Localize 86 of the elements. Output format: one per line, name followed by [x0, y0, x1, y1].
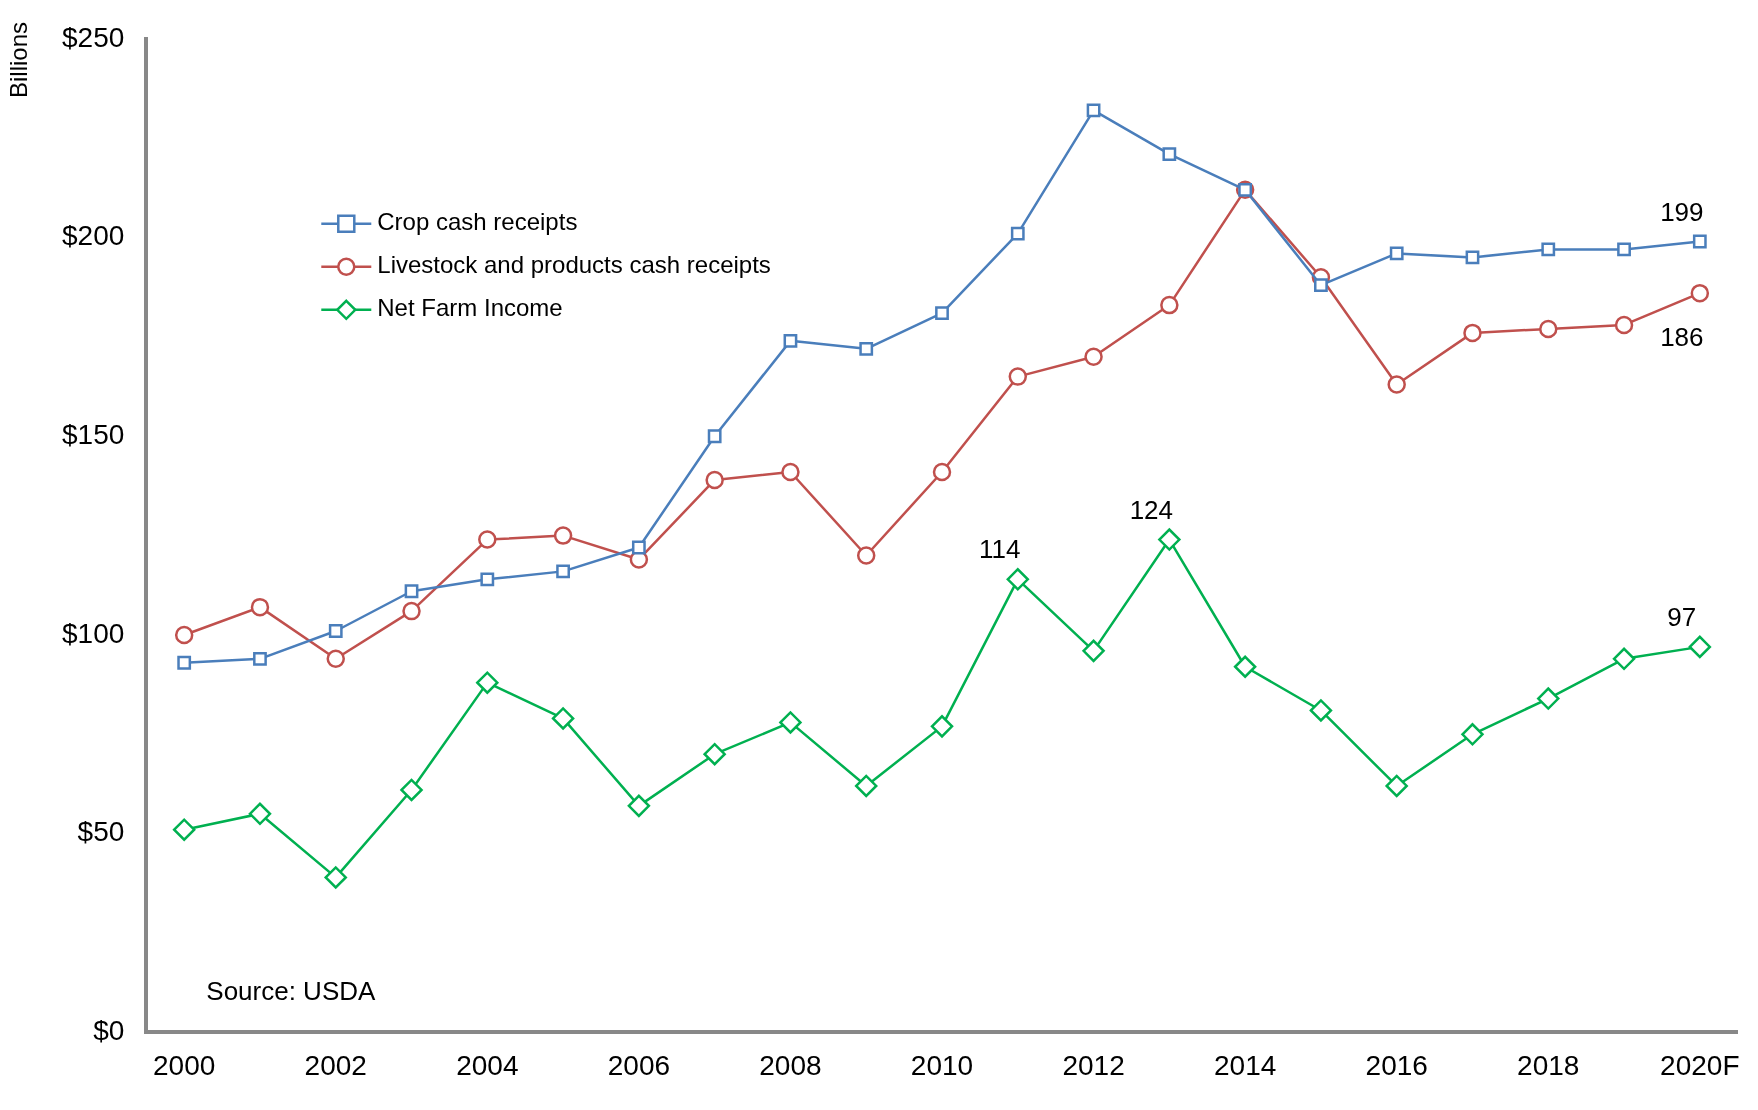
point: [1692, 234, 1707, 249]
point: [248, 802, 272, 826]
y-axis-title: Billions: [4, 21, 32, 99]
x-tick-label: 2008: [759, 1049, 822, 1081]
point: [1084, 347, 1103, 366]
point: [1314, 278, 1328, 293]
data-label: 199: [1660, 196, 1704, 227]
point: [627, 794, 651, 818]
point: [1463, 323, 1482, 343]
x-tick-label: 2020F: [1660, 1049, 1740, 1081]
point: [1160, 295, 1179, 315]
point: [556, 564, 570, 579]
point: [856, 546, 876, 565]
point: [1539, 319, 1558, 339]
point: [1688, 635, 1712, 659]
data-label: 186: [1660, 322, 1704, 353]
point: [1612, 647, 1636, 671]
x-tick-label: 2000: [153, 1049, 216, 1081]
point: [324, 866, 347, 889]
point: [476, 671, 499, 694]
point: [779, 711, 802, 734]
point: [935, 306, 949, 320]
point: [1086, 103, 1101, 118]
point: [1461, 723, 1484, 746]
x-tick-label: 2016: [1365, 1049, 1428, 1081]
point: [328, 624, 343, 638]
x-tick-label: 2018: [1517, 1049, 1580, 1081]
point: [930, 715, 954, 738]
point: [1387, 375, 1406, 394]
annotation: Source: USDA: [206, 975, 377, 1006]
legend-label: Crop cash receipts: [377, 208, 578, 236]
x-tick-label: 2004: [456, 1049, 519, 1081]
point: [1233, 655, 1257, 679]
legend-label: Net Farm Income: [377, 294, 563, 322]
x-tick-label: 2014: [1213, 1049, 1277, 1081]
point: [174, 625, 194, 645]
point: [177, 655, 192, 670]
point: [400, 778, 423, 802]
point: [253, 651, 267, 666]
point: [1541, 242, 1556, 257]
point: [402, 601, 421, 621]
point: [1465, 250, 1480, 265]
point: [1309, 699, 1333, 722]
data-label: 97: [1667, 602, 1697, 633]
point: [1008, 367, 1028, 386]
point: [553, 526, 573, 545]
point: [1158, 528, 1181, 551]
point: [1385, 774, 1408, 798]
point: [703, 742, 726, 766]
point: [705, 470, 724, 490]
point: [783, 333, 798, 348]
point: [1006, 568, 1030, 591]
point: [1162, 147, 1177, 161]
data-label: 114: [979, 534, 1021, 565]
y-tick-label: $200: [61, 220, 125, 252]
point: [1389, 246, 1404, 261]
point: [932, 462, 952, 482]
y-tick-label: $150: [61, 418, 125, 450]
data-label: 124: [1129, 494, 1174, 525]
x-tick-label: 2012: [1062, 1049, 1125, 1081]
point: [631, 540, 646, 555]
x-tick-label: 2006: [607, 1049, 671, 1081]
point: [1082, 639, 1105, 663]
point: [781, 462, 800, 482]
point: [1690, 283, 1710, 303]
point: [478, 530, 497, 549]
point: [480, 572, 495, 587]
point: [326, 649, 345, 669]
y-tick-label: $50: [77, 816, 125, 848]
point: [172, 818, 196, 841]
point: [1614, 315, 1634, 335]
y-tick-label: $100: [61, 617, 125, 649]
y-tick-label: $0: [93, 1015, 125, 1047]
point: [551, 707, 575, 730]
point: [859, 341, 874, 356]
x-tick-label: 2010: [910, 1049, 974, 1081]
x-tick-label: 2002: [304, 1049, 367, 1081]
point: [707, 429, 722, 444]
point: [1617, 242, 1631, 257]
point: [854, 774, 878, 798]
point: [1010, 226, 1025, 241]
point: [250, 597, 270, 617]
y-tick-label: $250: [61, 21, 125, 53]
legend-label: Livestock and products cash receipts: [377, 251, 771, 279]
point: [404, 584, 419, 599]
point: [1537, 687, 1560, 710]
